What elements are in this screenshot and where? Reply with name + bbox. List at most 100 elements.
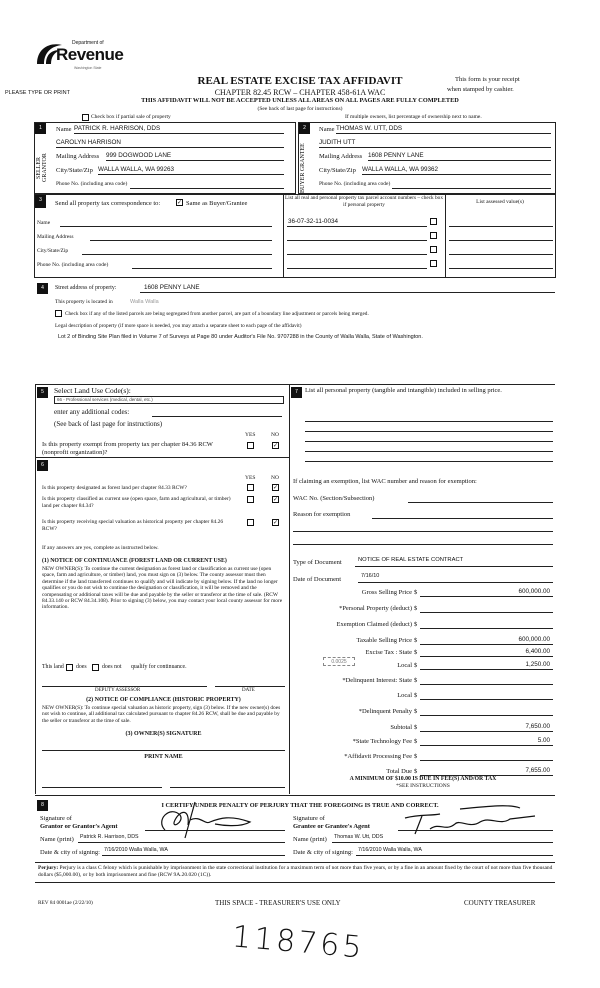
seller-city[interactable]: WALLA WALLA, WA 99263 — [98, 166, 174, 173]
corr-name-label: Name — [37, 220, 51, 226]
partial-sale-checkbox[interactable] — [82, 114, 89, 121]
amount-value[interactable]: 7,655.00 — [525, 767, 550, 774]
buyer-side-label: BUYER GRANTEE — [300, 143, 306, 193]
buyer-name-2[interactable]: JUDITH UTT — [319, 139, 356, 146]
grantor-date-city[interactable]: 7/16/2010 Walla Walla, WA — [104, 847, 168, 853]
amount-label: Local — [397, 662, 412, 669]
receipt-note-2: when stamped by cashier. — [447, 86, 514, 93]
corr-mail-label: Mailing Address — [37, 234, 74, 240]
personal-property-checkbox[interactable] — [430, 218, 437, 225]
amount-label: *Personal Property (deduct) — [339, 605, 412, 612]
doc-type-value[interactable]: NOTICE OF REAL ESTATE CONTRACT — [358, 557, 464, 563]
dor-logo: Department of Revenue Washington State — [34, 36, 124, 84]
street-address[interactable]: 1608 PENNY LANE — [144, 284, 200, 291]
county-select[interactable]: Walla Walla — [130, 299, 159, 305]
amount-label: *Affidavit Processing Fee — [344, 753, 412, 760]
grantee-name-label: Name (print) — [293, 836, 327, 843]
segregated-checkbox[interactable] — [55, 310, 62, 317]
county-treasurer-label: COUNTY TREASURER — [464, 899, 536, 907]
qualify-label: qualify for continuance. — [131, 664, 187, 670]
amount-value[interactable]: 5.00 — [537, 737, 550, 744]
seller-name-label: Name — [56, 126, 72, 133]
grantee-print-name[interactable]: Thomas W. Utt, DDS — [334, 834, 384, 840]
dollar-sign: $ — [414, 589, 418, 596]
forest-land-question: Is this property designated as forest la… — [42, 485, 187, 491]
personal-property-checkbox[interactable] — [430, 260, 437, 267]
seller-mail-label: Mailing Address — [56, 153, 100, 160]
amount-value[interactable]: 600,000.00 — [518, 636, 550, 643]
current-use-yes-checkbox[interactable] — [247, 496, 254, 503]
seller-city-label: City/State/Zip — [56, 167, 93, 174]
does-not-checkbox[interactable] — [92, 664, 99, 671]
no-header: NO — [271, 475, 279, 481]
buyer-mail[interactable]: 1608 PENNY LANE — [368, 152, 424, 159]
additional-codes-label: enter any additional codes: — [54, 408, 130, 416]
seller-name-1[interactable]: PATRICK R. HARRISON, DDS — [74, 125, 161, 132]
buyer-mail-label: Mailing Address — [319, 153, 363, 160]
doc-date-label: Date of Document — [293, 576, 342, 583]
forest-yes-checkbox[interactable] — [247, 484, 254, 491]
notice-compliance-title: (2) NOTICE OF COMPLIANCE (HISTORIC PROPE… — [86, 697, 241, 703]
historic-yes-checkbox[interactable] — [247, 519, 254, 526]
perjury-notice: Perjury: Perjury is a class C felony whi… — [38, 865, 556, 879]
section-number: 5 — [37, 387, 48, 398]
amount-value[interactable]: 600,000.00 — [518, 588, 550, 595]
buyer-name-label: Name — [319, 126, 335, 133]
form-chapter: CHAPTER 82.45 RCW – CHAPTER 458-61A WAC — [214, 88, 386, 97]
amount-label: Subtotal — [390, 724, 412, 731]
amount-value[interactable]: 6,400.00 — [525, 648, 550, 655]
does-not-label: does not — [102, 664, 122, 670]
form-title: REAL ESTATE EXCISE TAX AFFIDAVIT — [197, 75, 403, 87]
exempt-no-checkbox[interactable]: ✓ — [272, 442, 279, 449]
perjury-label: Perjury: — [38, 865, 59, 871]
seller-name-2[interactable]: CAROLYN HARRISON — [56, 139, 121, 146]
legal-description[interactable]: Lot 2 of Binding Site Plan filed in Volu… — [58, 334, 423, 340]
reason-label: Reason for exemption — [293, 511, 351, 518]
multiple-owners-note: If multiple owners, list percentage of o… — [345, 114, 482, 120]
local-rate-select[interactable]: 0.0025 — [323, 657, 355, 666]
grantor-print-name[interactable]: Patrick R. Harrison, DDS — [80, 834, 139, 840]
print-name-label: PRINT NAME — [144, 754, 183, 760]
parcel-number[interactable]: 36-07-32-11-0034 — [288, 218, 338, 225]
historic-question: Is this property receiving special valua… — [42, 519, 224, 532]
buyer-city[interactable]: WALLA WALLA, WA 99362 — [362, 166, 438, 173]
section-number: 3 — [35, 195, 46, 208]
grantee-signature[interactable] — [400, 804, 540, 836]
personal-property-checkbox[interactable] — [430, 246, 437, 253]
personal-property-checkbox[interactable] — [430, 232, 437, 239]
buyer-name-1[interactable]: THOMAS W. UTT, DDS — [336, 125, 403, 132]
current-use-question: Is this property classified as current u… — [42, 496, 231, 509]
see-back: (See back of last page for instructions) — [257, 106, 343, 112]
yes-header: YES — [245, 475, 256, 481]
buyer-section: 2 BUYER GRANTEE — [298, 122, 556, 194]
doc-date-value[interactable]: 7/16/10 — [361, 573, 380, 579]
amount-label: *Delinquent Penalty — [358, 708, 412, 715]
corr-phone-label: Phone No. (including area code) — [37, 262, 109, 268]
if-yes-note: If any answers are yes, complete as inst… — [42, 545, 159, 551]
exempt-yes-checkbox[interactable] — [247, 442, 254, 449]
grantor-signature[interactable] — [150, 800, 270, 840]
amount-value[interactable]: 7,650.00 — [525, 723, 550, 730]
owner-signature-label: (3) OWNER(S) SIGNATURE — [125, 731, 202, 737]
certify-statement: I CERTIFY UNDER PENALTY OF PERJURY THAT … — [161, 802, 439, 809]
notice-continuance-title: (1) NOTICE OF CONTINUANCE (FOREST LAND O… — [42, 558, 227, 564]
dollar-sign: $ — [414, 621, 418, 628]
legal-label: Legal description of property (if more s… — [55, 323, 302, 329]
located-label: This property is located in — [55, 299, 113, 305]
yes-header: YES — [245, 432, 256, 438]
land-use-select[interactable]: 66 - Professional services (medical, den… — [54, 396, 284, 404]
dollar-sign: $ — [414, 724, 418, 731]
handwritten-number: 118765 — [230, 919, 366, 966]
see-back-5: (See back of last page for instructions) — [54, 420, 163, 428]
grantee-date-city[interactable]: 7/16/2010 Walla Walla, WA — [358, 847, 422, 853]
same-as-buyer-label: Same as Buyer/Grantee — [186, 200, 248, 207]
seller-mail[interactable]: 999 DOGWOOD LANE — [106, 152, 172, 159]
current-use-no-checkbox[interactable]: ✓ — [272, 496, 279, 503]
forest-no-checkbox[interactable]: ✓ — [272, 484, 279, 491]
street-label: Street address of property: — [55, 285, 117, 291]
grantee-date-label: Date & city of signing: — [293, 849, 353, 856]
same-as-buyer-checkbox[interactable]: ✓ — [176, 199, 183, 206]
historic-no-checkbox[interactable]: ✓ — [272, 519, 279, 526]
amount-value[interactable]: 1,250.00 — [525, 661, 550, 668]
does-checkbox[interactable] — [66, 664, 73, 671]
